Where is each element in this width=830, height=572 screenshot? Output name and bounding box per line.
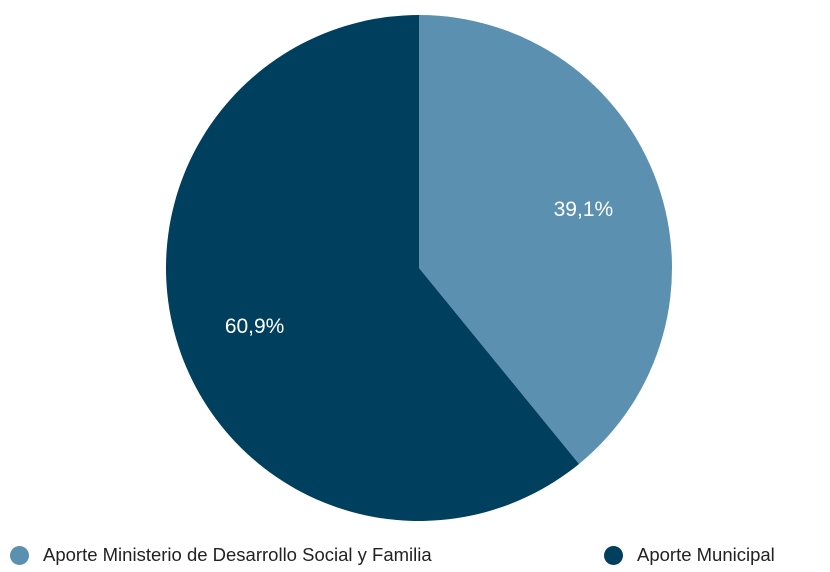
legend-swatch-ministerio <box>10 545 29 565</box>
chart-legend: Aporte Ministerio de Desarrollo Social y… <box>0 540 830 570</box>
legend-label-municipal: Aporte Municipal <box>637 544 775 565</box>
legend-swatch-municipal <box>604 545 623 565</box>
pie-slices <box>166 15 673 521</box>
pie-slice-ministerio[interactable] <box>419 15 673 464</box>
pie-slice-labels: 39,1% 60,9% <box>225 198 613 338</box>
legend-label-ministerio: Aporte Ministerio de Desarrollo Social y… <box>43 544 432 565</box>
pie-slice-municipal[interactable] <box>166 15 580 521</box>
legend-item-municipal[interactable]: Aporte Municipal <box>604 540 775 570</box>
slice-label-municipal: 60,9% <box>225 315 285 338</box>
slice-label-ministerio: 39,1% <box>554 198 614 221</box>
legend-item-ministerio[interactable]: Aporte Ministerio de Desarrollo Social y… <box>10 540 432 570</box>
